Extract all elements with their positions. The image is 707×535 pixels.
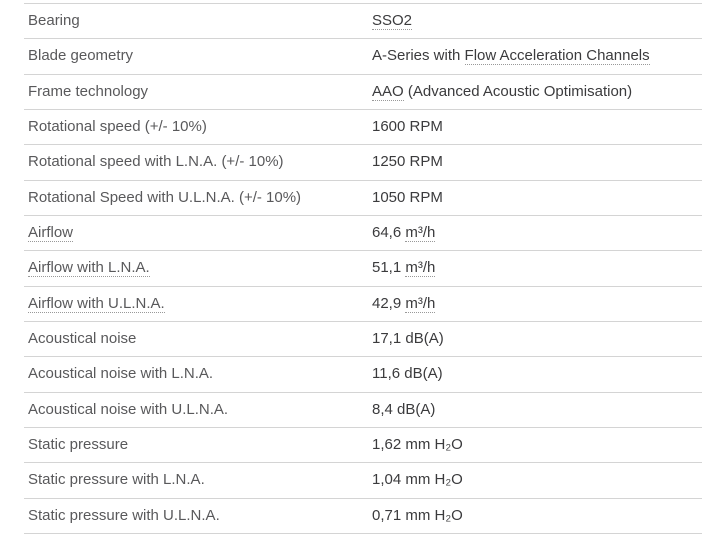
spec-row-airflow-ulna: Airflow with U.L.N.A. 42,9 m³/h (24, 285, 702, 321)
spec-row-acoustical-noise: Acoustical noise 17,1 dB(A) (24, 320, 702, 356)
spec-value-cell: 17,1 dB(A) (372, 330, 702, 348)
spec-label-text: Rotational Speed with U.L.N.A. (+/- 10%) (28, 188, 302, 206)
spec-label-cell: Rotational speed with L.N.A. (+/- 10%) (24, 153, 372, 171)
spec-row-static-pressure-lna: Static pressure with L.N.A. 1,04 mm H₂O (24, 462, 702, 497)
spec-label-cell: Airflow (24, 224, 372, 243)
spec-row-static-pressure: Static pressure 1,62 mm H₂O (24, 426, 702, 462)
spec-label-text: Acoustical noise with L.N.A. (28, 365, 214, 383)
spec-value-text: 1,62 mm H₂O (372, 436, 463, 454)
spec-value-text: 1600 RPM (372, 118, 443, 136)
spec-term-link[interactable]: AAO (372, 82, 404, 101)
spec-value-text: 17,1 dB(A) (372, 330, 444, 348)
spec-row-airflow-lna: Airflow with L.N.A. 51,1 m³/h (24, 250, 702, 285)
spec-label-text: Acoustical noise with U.L.N.A. (28, 400, 229, 418)
spec-value-text: 8,4 dB(A) (372, 400, 436, 418)
spec-label-cell: Static pressure (24, 436, 372, 454)
spec-value-cell: A-Series with Flow Acceleration Channels (372, 47, 702, 66)
spec-value-text: 64,6 (372, 224, 406, 242)
spec-value-cell: 1600 RPM (372, 118, 702, 136)
spec-label-text: Bearing (28, 12, 80, 30)
spec-row-acoustical-noise-ulna: Acoustical noise with U.L.N.A. 8,4 dB(A) (24, 391, 702, 427)
spec-label-cell: Airflow with L.N.A. (24, 259, 372, 278)
spec-value-cell: 51,1 m³/h (372, 259, 702, 278)
spec-label-cell: Acoustical noise with U.L.N.A. (24, 401, 372, 419)
spec-label-text: Blade geometry (28, 47, 134, 65)
spec-term-link[interactable]: Flow Acceleration Channels (464, 47, 650, 66)
spec-row-static-pressure-ulna: Static pressure with U.L.N.A. 0,71 mm H₂O (24, 497, 702, 533)
spec-value-text: 0,71 mm H₂O (372, 506, 463, 524)
spec-value-cell: 1,62 mm H₂O (372, 436, 702, 454)
spec-label-cell: Rotational Speed with U.L.N.A. (+/- 10%) (24, 189, 372, 207)
spec-value-cell: 1250 RPM (372, 153, 702, 171)
spec-label-text: Static pressure with L.N.A. (28, 471, 205, 489)
spec-label-cell: Static pressure with L.N.A. (24, 471, 372, 489)
spec-value-cell: 0,71 mm H₂O (372, 507, 702, 525)
spec-value-cell: 42,9 m³/h (372, 294, 702, 313)
spec-term-link[interactable]: m³/h (405, 224, 436, 243)
spec-label-text: Rotational speed with L.N.A. (+/- 10%) (28, 153, 284, 171)
spec-value-text: 1250 RPM (372, 153, 443, 171)
spec-row-bearing: Bearing SSO2 (24, 3, 702, 38)
spec-term-link[interactable]: m³/h (405, 259, 436, 278)
spec-value-cell: 1050 RPM (372, 189, 702, 207)
spec-label-cell: Acoustical noise (24, 330, 372, 348)
spec-row-blade-geometry: Blade geometry A-Series with Flow Acceler… (24, 38, 702, 73)
spec-row-rotational-speed-lna: Rotational speed with L.N.A. (+/- 10%) 12… (24, 144, 702, 179)
spec-label-cell: Blade geometry (24, 47, 372, 65)
spec-label-text: Static pressure with U.L.N.A. (28, 506, 220, 524)
spec-label-text: Rotational speed (+/- 10%) (28, 118, 207, 136)
spec-value-text: A-Series with (372, 47, 465, 65)
spec-label-cell: Airflow with U.L.N.A. (24, 294, 372, 313)
spec-label-text: Frame technology (28, 82, 149, 100)
spec-table: Bearing SSO2 Blade geometry A-Series with … (24, 3, 702, 534)
spec-label-cell: Frame technology (24, 83, 372, 101)
spec-value-text: 1,04 mm H₂O (372, 471, 463, 489)
spec-row-acoustical-noise-lna: Acoustical noise with L.N.A. 11,6 dB(A) (24, 356, 702, 391)
spec-value-cell: AAO (Advanced Acoustic Optimisation) (372, 82, 702, 101)
spec-label-cell: Bearing (24, 12, 372, 30)
spec-row-rotational-speed-ulna: Rotational Speed with U.L.N.A. (+/- 10%)… (24, 179, 702, 215)
spec-label-cell: Static pressure with U.L.N.A. (24, 507, 372, 525)
spec-term-link[interactable]: Airflow (28, 224, 74, 243)
spec-value-text: 42,9 (372, 294, 406, 312)
spec-value-text: 51,1 (372, 259, 406, 277)
spec-value-cell: 11,6 dB(A) (372, 365, 702, 383)
spec-row-frame-technology: Frame technology AAO (Advanced Acoustic O… (24, 73, 702, 109)
spec-term-link[interactable]: SSO2 (372, 12, 413, 31)
spec-label-cell: Acoustical noise with L.N.A. (24, 365, 372, 383)
spec-value-cell: SSO2 (372, 12, 702, 31)
spec-term-link[interactable]: Airflow with U.L.N.A. (28, 294, 165, 313)
spec-value-text: 11,6 dB(A) (372, 365, 443, 383)
spec-term-link[interactable]: m³/h (405, 294, 436, 313)
spec-value-cell: 1,04 mm H₂O (372, 471, 702, 489)
spec-value-cell: 8,4 dB(A) (372, 401, 702, 419)
spec-value-cell: 64,6 m³/h (372, 224, 702, 243)
spec-value-text: 1050 RPM (372, 188, 443, 206)
spec-row-rotational-speed: Rotational speed (+/- 10%) 1600 RPM (24, 108, 702, 144)
spec-label-cell: Rotational speed (+/- 10%) (24, 118, 372, 136)
spec-row-airflow: Airflow 64,6 m³/h (24, 214, 702, 250)
spec-value-text: (Advanced Acoustic Optimisation) (403, 82, 633, 100)
spec-term-link[interactable]: Airflow with L.N.A. (28, 259, 150, 278)
spec-label-text: Static pressure (28, 436, 129, 454)
spec-label-text: Acoustical noise (28, 330, 137, 348)
